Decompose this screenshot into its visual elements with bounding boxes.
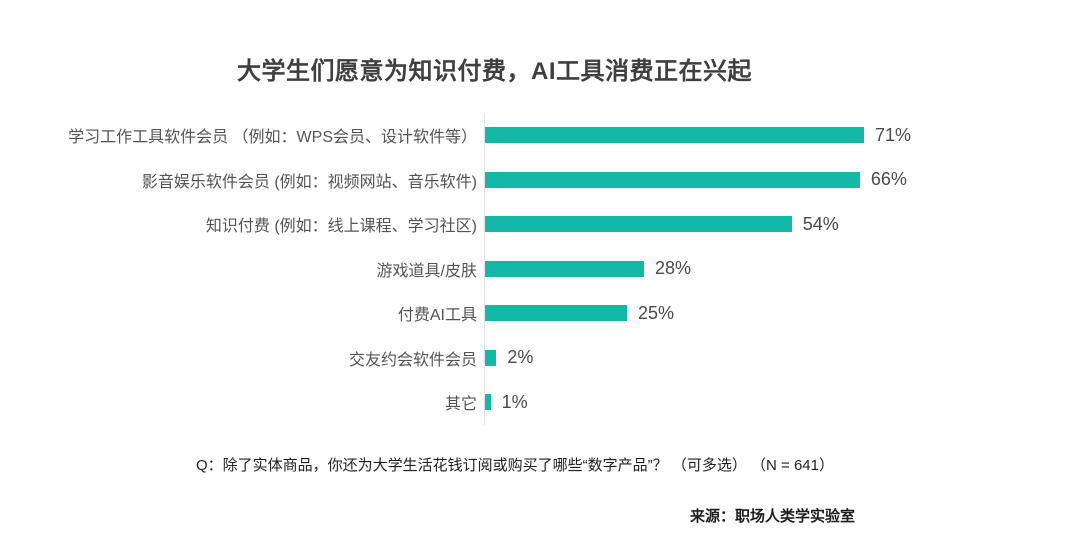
bar [485, 127, 864, 144]
chart-row: 影音娱乐软件会员 (例如：视频网站、音乐软件) 66% [0, 157, 1080, 202]
bar-area: 54% [484, 202, 1080, 247]
bar-value-label: 2% [507, 347, 534, 368]
bar-value-label: 28% [655, 258, 692, 279]
bar-chart: 学习工作工具软件会员 （例如：WPS会员、设计软件等） 71% 影音娱乐软件会员 (… [0, 113, 1080, 425]
chart-row: 学习工作工具软件会员 （例如：WPS会员、设计软件等） 71% [0, 113, 1080, 158]
bar-track: 2% [485, 347, 911, 368]
bar [485, 171, 860, 188]
bar-area: 25% [484, 291, 1080, 336]
bar-label: 付费AI工具 [397, 307, 477, 325]
bar-area: 1% [484, 380, 1080, 425]
bar-track: 28% [485, 258, 911, 279]
bar-area: 71% [484, 113, 1080, 158]
bar [485, 394, 491, 411]
bar-value-label: 71% [874, 124, 911, 145]
chart-row: 其它 1% [0, 380, 1080, 425]
bar-value-label: 54% [802, 213, 839, 234]
source-attribution: 来源：职场人类学实验室 [690, 508, 856, 525]
chart-row: 游戏道具/皮肤 28% [0, 246, 1080, 291]
survey-question-note: Q：除了实体商品，你还为大学生活花钱订阅或购买了哪些“数字产品”？ （可多选） … [196, 456, 834, 474]
bar-area: 28% [484, 246, 1080, 291]
bar-value-label: 66% [870, 169, 907, 190]
bar-label: 游戏道具/皮肤 [376, 262, 477, 280]
bar-track: 1% [485, 391, 911, 412]
bar-track: 71% [485, 124, 911, 145]
bar-label: 学习工作工具软件会员 （例如：WPS会员、设计软件等） [68, 129, 477, 147]
bar-value-label: 1% [501, 391, 528, 412]
bar-label: 其它 [444, 396, 477, 414]
bar-track: 66% [485, 169, 911, 190]
bar [485, 305, 627, 322]
bar [485, 349, 497, 366]
bar [485, 216, 792, 233]
chart-row: 付费AI工具 25% [0, 291, 1080, 336]
bar-value-label: 25% [637, 302, 675, 323]
bar-track: 25% [485, 302, 911, 323]
bar-area: 2% [484, 335, 1080, 380]
chart-title: 大学生们愿意为知识付费，AI工具消费正在兴起 [237, 58, 752, 85]
chart-row: 交友约会软件会员 2% [0, 335, 1080, 380]
chart-row: 知识付费 (例如：线上课程、学习社区) 54% [0, 202, 1080, 247]
bar-track: 54% [485, 213, 911, 234]
bar [485, 260, 645, 277]
bar-label: 影音娱乐软件会员 (例如：视频网站、音乐软件) [141, 173, 477, 191]
bar-label: 知识付费 (例如：线上课程、学习社区) [205, 218, 477, 236]
bar-area: 66% [484, 157, 1080, 202]
bar-label: 交友约会软件会员 [348, 351, 477, 369]
